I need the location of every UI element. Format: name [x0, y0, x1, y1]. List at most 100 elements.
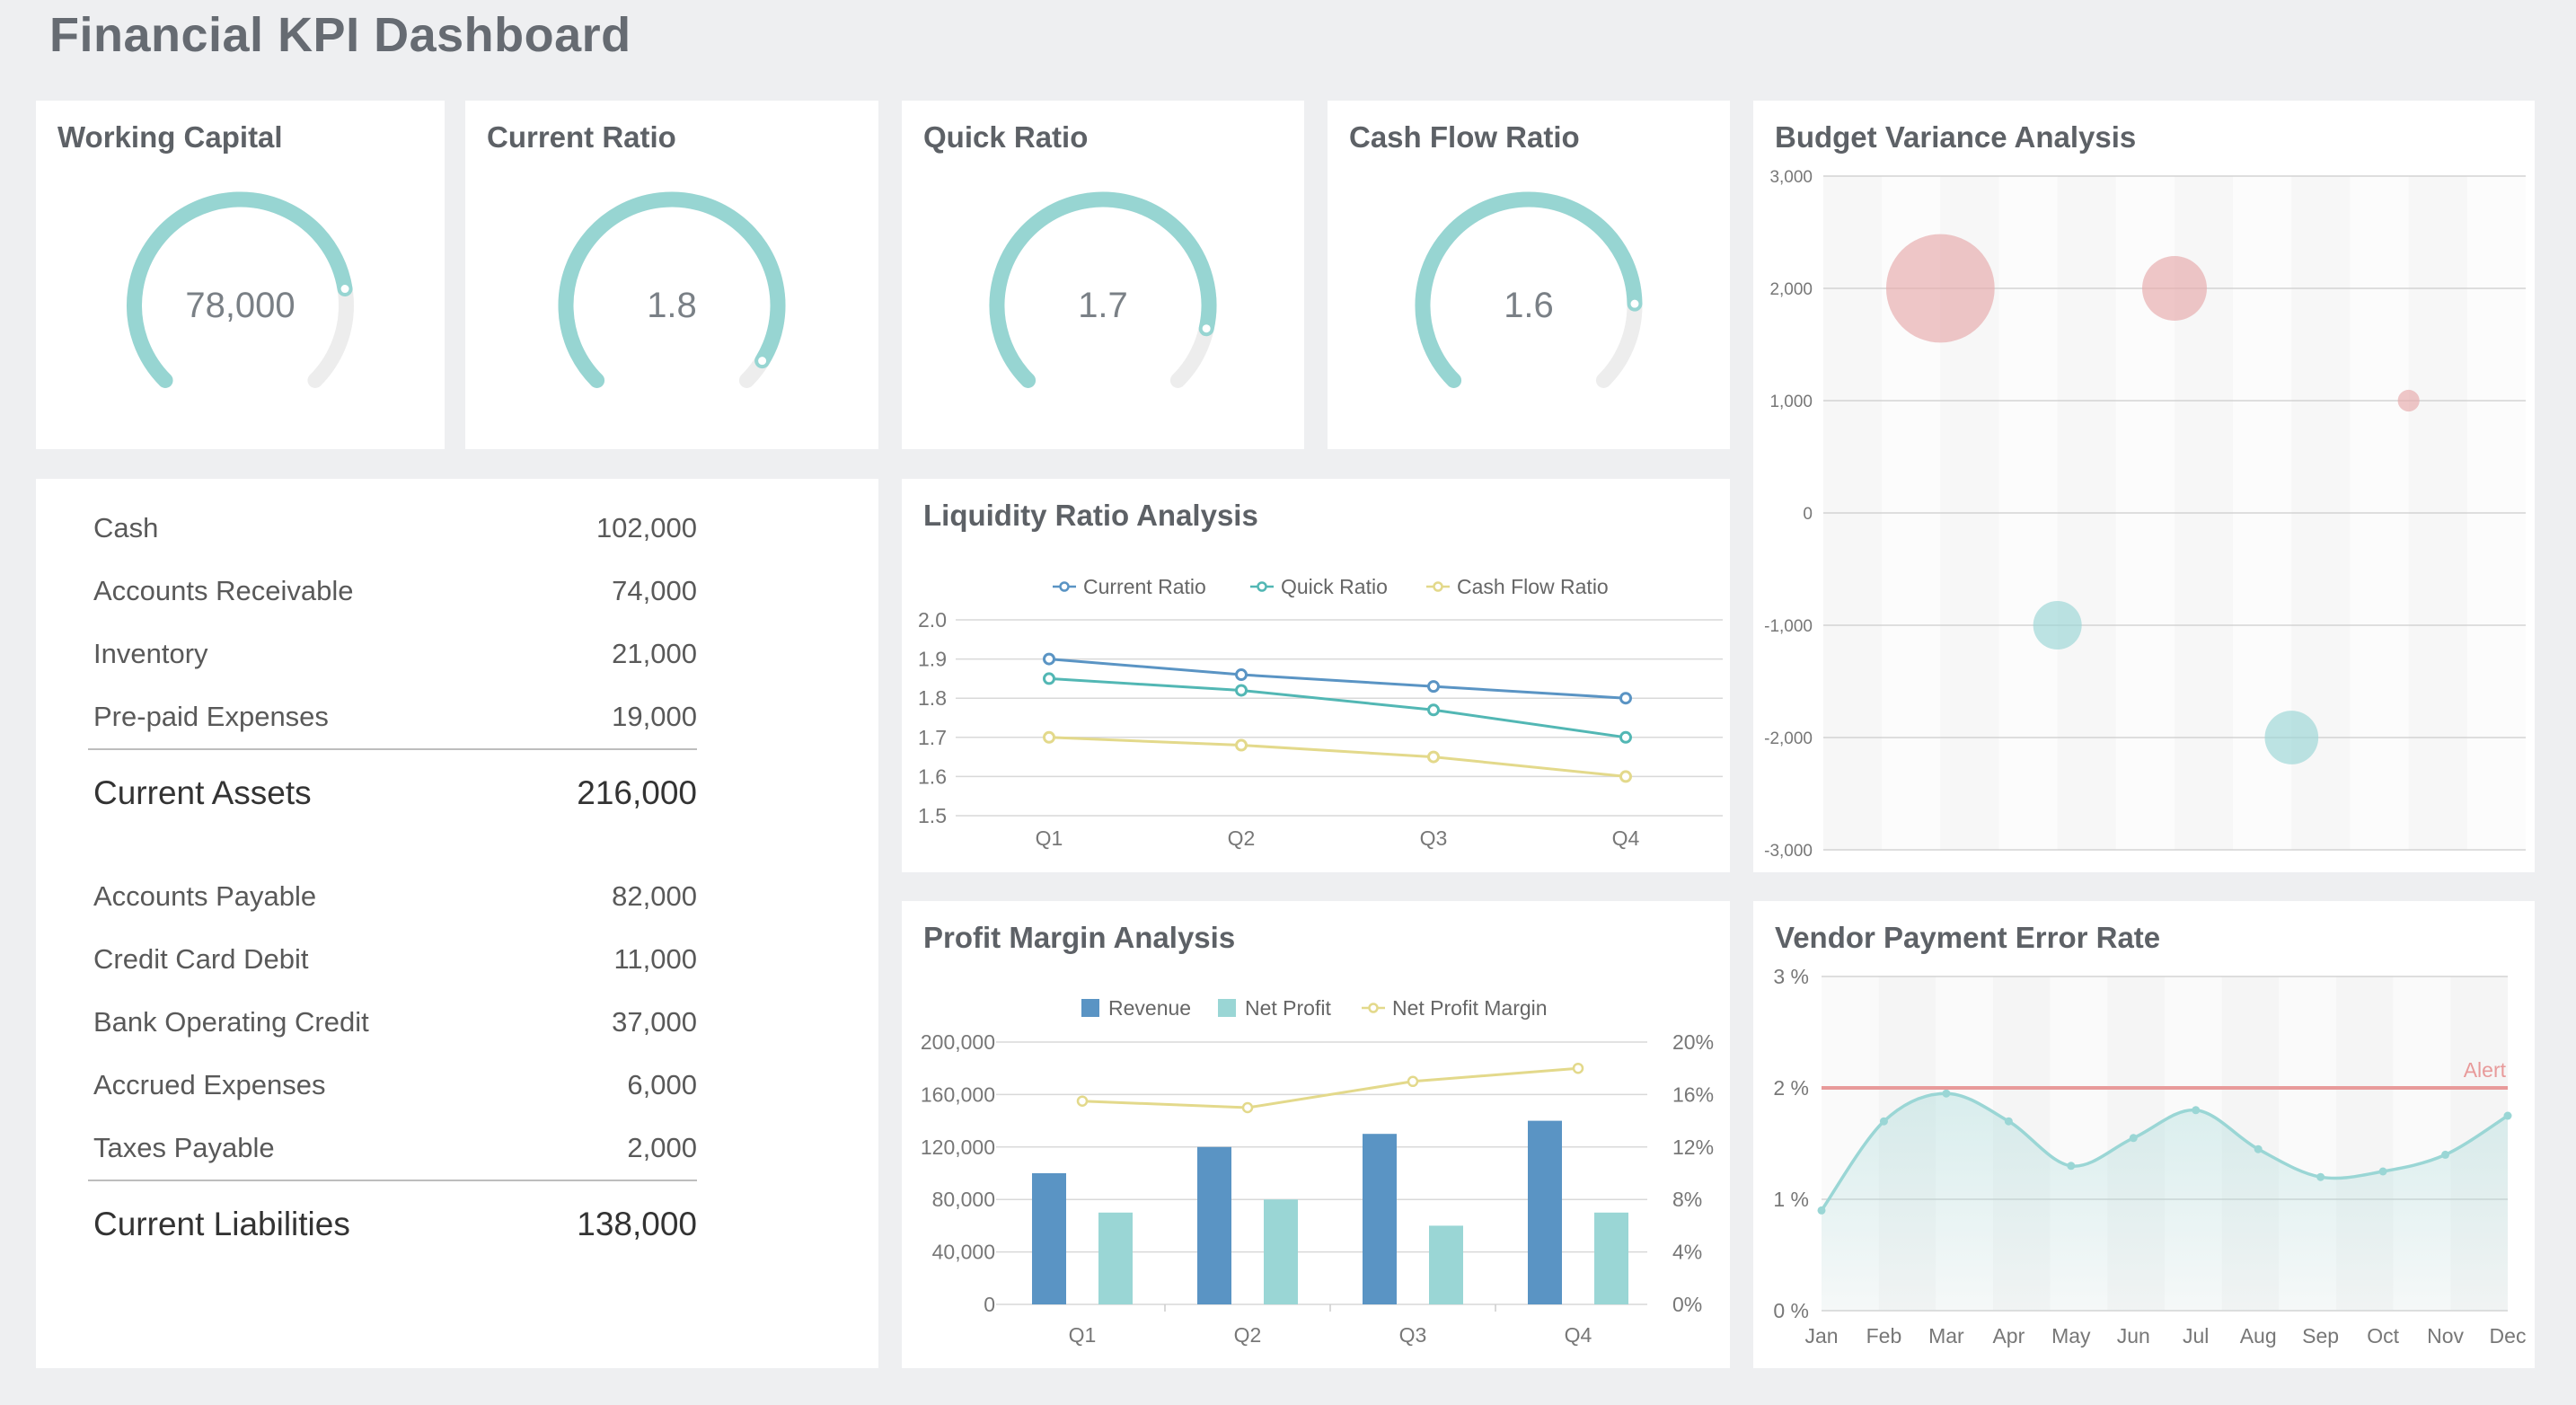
legend-marker: [1059, 581, 1070, 592]
y-tick-label: 2,000: [1769, 280, 1813, 299]
data-point: [1043, 730, 1055, 744]
y-tick-label: 1.6: [918, 764, 947, 788]
bar-net-profit: [1098, 1212, 1133, 1304]
legend-marker: [1433, 581, 1443, 592]
y-tick-label: 1.5: [918, 804, 947, 827]
bs-label: Current Liabilities: [93, 1206, 350, 1242]
gauge-value-arc: [558, 191, 786, 388]
bs-value: 11,000: [613, 943, 697, 975]
bar-net-profit: [1594, 1212, 1628, 1304]
bs-value: 138,000: [577, 1206, 697, 1242]
x-tick-label: Q2: [1234, 1323, 1262, 1347]
bs-label: Accounts Receivable: [93, 575, 354, 606]
legend-marker: [1368, 1003, 1379, 1013]
bs-row-bank-operating-credit: Bank Operating Credit 37,000: [93, 995, 697, 1049]
data-point: [1817, 1206, 1826, 1215]
bs-label: Pre-paid Expenses: [93, 701, 329, 732]
y-tick-label: 1.8: [918, 686, 947, 710]
x-tick-label: Q1: [1036, 826, 1063, 850]
series-line: [1048, 658, 1627, 700]
y-tick-label: 0: [984, 1293, 995, 1316]
gauge-handle: [1199, 322, 1213, 336]
vendor-chart-card: Vendor Payment Error Rate 0 % 1 % 2 % 3 % Ja…: [1753, 901, 2535, 1368]
data-point: [1942, 1089, 1951, 1098]
bs-value: 82,000: [612, 880, 697, 912]
gauge-handle: [755, 354, 770, 368]
data-point: [2378, 1167, 2387, 1176]
legend-label: Net Profit: [1245, 996, 1331, 1020]
bs-row-accrued-expenses: Accrued Expenses 6,000: [93, 1058, 697, 1112]
bubble: [1885, 234, 1995, 343]
gauge-value-label: 78,000: [185, 286, 295, 325]
gauge-card-working-capital: Working Capital 78,000: [36, 101, 445, 449]
bs-label: Credit Card Debit: [93, 943, 309, 975]
bs-value: 37,000: [612, 1006, 697, 1038]
legend-marker: [1257, 581, 1267, 592]
data-point: [1043, 652, 1055, 666]
bs-row-current-liabilities: Current Liabilities 138,000: [93, 1197, 697, 1251]
data-point: [1235, 668, 1248, 682]
data-point: [1427, 750, 1440, 764]
gauge-value-label: 1.8: [647, 286, 697, 325]
legend-swatch-revenue: [1081, 999, 1099, 1017]
y2-tick-label: 12%: [1672, 1135, 1714, 1159]
bar-revenue: [1197, 1146, 1231, 1304]
x-tick-label: Jul: [2183, 1324, 2209, 1348]
bs-label: Taxes Payable: [93, 1132, 275, 1163]
y-tick-label: 200,000: [921, 1030, 995, 1054]
gauge-working-capital: 78,000: [127, 191, 354, 388]
bar-net-profit: [1429, 1225, 1463, 1304]
bs-row-accounts-receivable: Accounts Receivable 74,000: [93, 564, 697, 618]
bar-revenue: [1528, 1120, 1562, 1304]
y-tick-label: -2,000: [1764, 729, 1813, 748]
bubble: [2264, 711, 2319, 764]
bs-label: Bank Operating Credit: [93, 1006, 369, 1038]
data-point: [1619, 692, 1632, 705]
bs-value: 74,000: [612, 575, 697, 606]
data-point: [2067, 1162, 2076, 1171]
series-line: [1048, 736, 1627, 778]
gauge-card-quick-ratio: Quick Ratio 1.7: [902, 101, 1304, 449]
bs-label: Current Assets: [93, 774, 312, 811]
x-tick-label: Nov: [2427, 1324, 2464, 1348]
y2-tick-label: 16%: [1672, 1082, 1714, 1106]
data-point: [1043, 672, 1055, 685]
margin-point: [1572, 1062, 1584, 1074]
gauge-value-label: 1.7: [1078, 286, 1128, 325]
data-point: [2192, 1106, 2201, 1115]
data-point: [1879, 1117, 1888, 1126]
x-tick-label: Mar: [1928, 1324, 1964, 1348]
bs-row-cash: Cash 102,000: [93, 501, 697, 555]
data-point: [1235, 684, 1248, 697]
legend-label: Cash Flow Ratio: [1457, 575, 1609, 598]
y-tick-label: 0: [1803, 505, 1813, 524]
gauge-title: Cash Flow Ratio: [1349, 120, 1580, 154]
page-title: Financial KPI Dashboard: [49, 8, 631, 62]
y2-tick-label: 4%: [1672, 1241, 1702, 1264]
bs-label: Cash: [93, 512, 159, 543]
bs-row-prepaid-expenses: Pre-paid Expenses 19,000: [93, 690, 697, 744]
x-tick-label: Dec: [2490, 1324, 2527, 1348]
bs-divider: [88, 748, 697, 750]
data-point: [1619, 730, 1632, 744]
gauge-title: Current Ratio: [487, 120, 676, 154]
x-tick-label: Q3: [1420, 826, 1448, 850]
x-tick-label: Aug: [2240, 1324, 2277, 1348]
margin-point: [1241, 1101, 1254, 1114]
gauge-handle: [1628, 296, 1642, 311]
profit-chart-card: Profit Margin Analysis 0 0% 40,000 4% 80,000…: [902, 901, 1730, 1368]
data-point: [1619, 770, 1632, 783]
margin-point: [1076, 1095, 1089, 1107]
liquidity-chart: 1.5 1.6 1.7 1.8 1.9 2.0 Q1 Q2 Q3 Q4 Current Ratio Q…: [918, 575, 1723, 850]
y-tick-label: -1,000: [1764, 617, 1813, 636]
bs-row-inventory: Inventory 21,000: [93, 627, 697, 681]
margin-line: [1081, 1066, 1579, 1109]
bubble: [2142, 256, 2207, 321]
alert-label: Alert: [2464, 1058, 2507, 1082]
y-tick-label: 160,000: [921, 1082, 995, 1106]
bs-label: Accounts Payable: [93, 880, 317, 912]
x-tick-label: May: [2051, 1324, 2091, 1348]
series-line: [1048, 676, 1627, 739]
y2-tick-label: 0%: [1672, 1293, 1702, 1316]
bs-value: 216,000: [577, 774, 697, 811]
